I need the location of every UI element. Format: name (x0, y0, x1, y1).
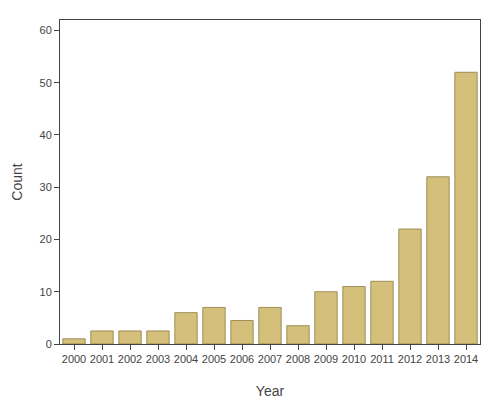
svg-text:50: 50 (40, 77, 52, 89)
svg-text:0: 0 (46, 338, 52, 350)
svg-text:2011: 2011 (370, 353, 394, 365)
svg-text:2014: 2014 (454, 353, 478, 365)
svg-text:2000: 2000 (62, 353, 86, 365)
svg-text:10: 10 (40, 286, 52, 298)
svg-text:40: 40 (40, 129, 52, 141)
svg-text:2004: 2004 (174, 353, 198, 365)
svg-text:2012: 2012 (398, 353, 422, 365)
svg-text:30: 30 (40, 181, 52, 193)
svg-text:2009: 2009 (314, 353, 338, 365)
svg-text:2010: 2010 (342, 353, 366, 365)
svg-text:2006: 2006 (230, 353, 254, 365)
svg-text:Count: Count (9, 163, 25, 200)
svg-text:2002: 2002 (118, 353, 142, 365)
svg-text:2007: 2007 (258, 353, 282, 365)
svg-text:2008: 2008 (286, 353, 310, 365)
svg-text:2001: 2001 (90, 353, 114, 365)
svg-text:20: 20 (40, 233, 52, 245)
svg-text:Year: Year (256, 383, 285, 399)
svg-text:2013: 2013 (426, 353, 450, 365)
svg-text:2003: 2003 (146, 353, 170, 365)
svg-text:60: 60 (40, 24, 52, 36)
svg-text:2005: 2005 (202, 353, 226, 365)
